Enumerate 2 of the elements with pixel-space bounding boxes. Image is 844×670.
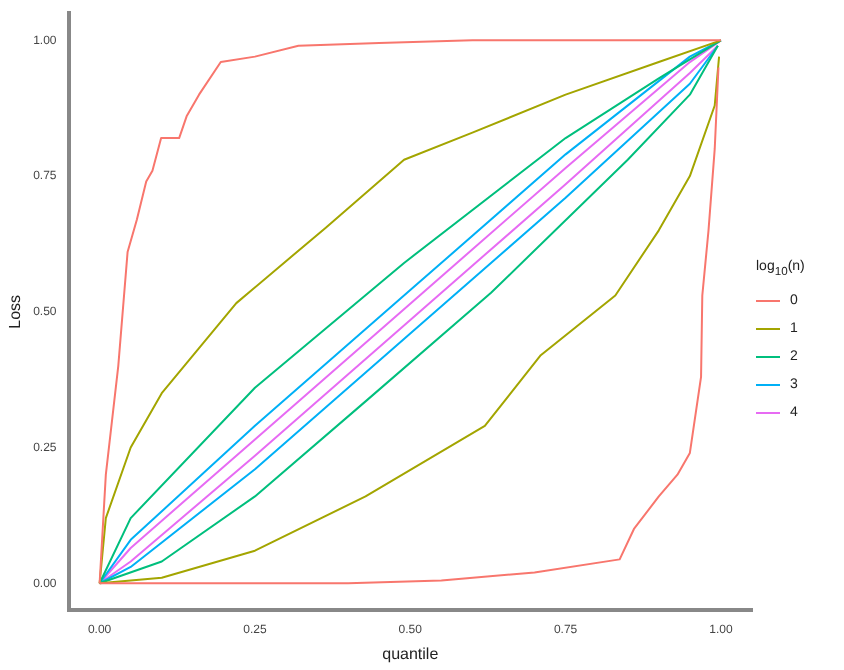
- x-axis-title: quantile: [382, 644, 440, 663]
- y-axis-title: Loss: [6, 294, 25, 329]
